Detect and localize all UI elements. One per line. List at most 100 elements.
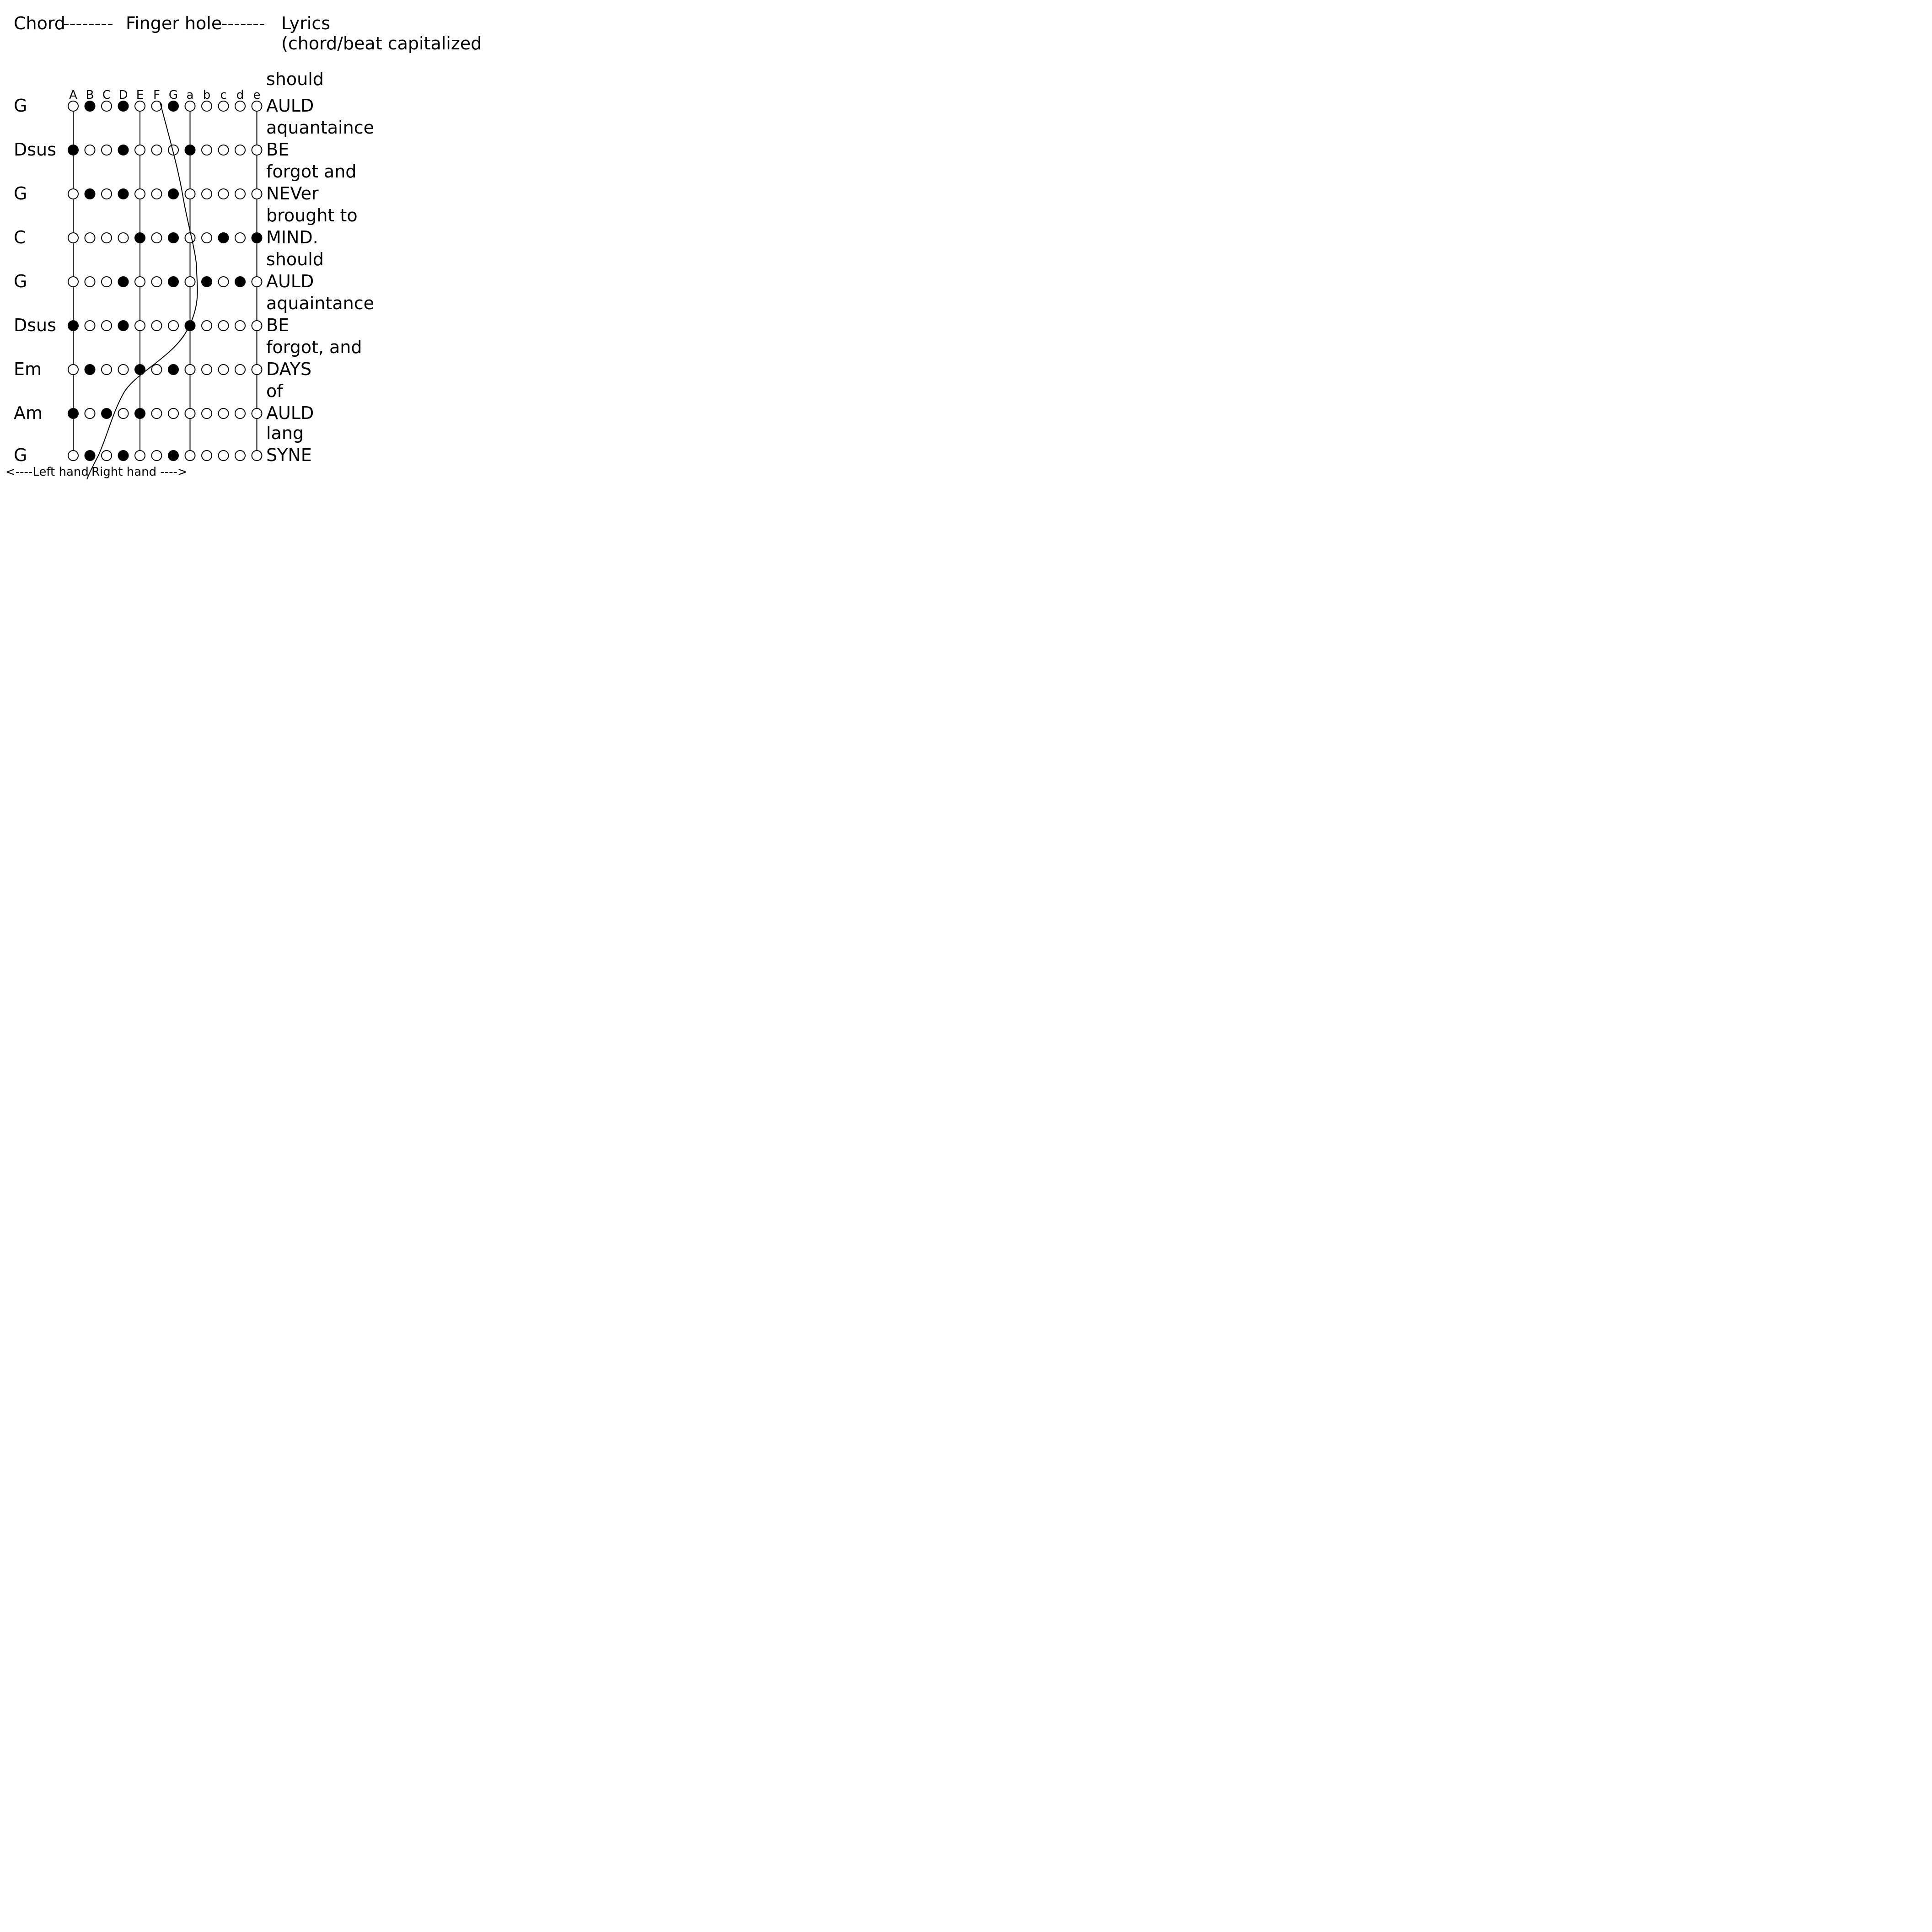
hole-filled-icon bbox=[118, 189, 129, 199]
hole-open-icon bbox=[152, 408, 162, 419]
hole-open-icon bbox=[185, 451, 195, 461]
hole-open-icon bbox=[235, 101, 245, 111]
column-letter: E bbox=[136, 88, 144, 102]
hole-filled-icon bbox=[118, 145, 129, 155]
hole-open-icon bbox=[235, 145, 245, 155]
hole-open-icon bbox=[85, 277, 95, 287]
hole-open-icon bbox=[235, 365, 245, 375]
hole-filled-icon bbox=[85, 101, 95, 111]
hole-open-icon bbox=[235, 321, 245, 331]
hole-open-icon bbox=[68, 365, 78, 375]
column-letter: b bbox=[203, 88, 211, 102]
header-lyrics-label-1: Lyrics bbox=[281, 13, 330, 33]
hole-open-icon bbox=[102, 101, 112, 111]
hole-filled-icon bbox=[168, 101, 178, 111]
hole-filled-icon bbox=[202, 277, 212, 287]
chord-label: C bbox=[14, 227, 26, 247]
hole-filled-icon bbox=[68, 145, 78, 155]
hole-open-icon bbox=[252, 451, 262, 461]
column-letter: D bbox=[118, 88, 128, 102]
hole-open-icon bbox=[152, 145, 162, 155]
hole-open-icon bbox=[135, 277, 145, 287]
hole-open-icon bbox=[235, 189, 245, 199]
hole-open-icon bbox=[68, 451, 78, 461]
lyric-main: AULD bbox=[266, 96, 314, 116]
hole-open-icon bbox=[85, 233, 95, 243]
hole-open-icon bbox=[135, 189, 145, 199]
hole-filled-icon bbox=[85, 365, 95, 375]
hole-open-icon bbox=[252, 277, 262, 287]
hole-filled-icon bbox=[168, 233, 178, 243]
header-lyrics-label-2: (chord/beat capitalized) bbox=[281, 33, 483, 54]
hole-open-icon bbox=[219, 451, 229, 461]
hole-open-icon bbox=[185, 101, 195, 111]
lyric-pre: brought to bbox=[266, 205, 358, 225]
lyric-pre: of bbox=[266, 381, 284, 401]
hole-filled-icon bbox=[85, 451, 95, 461]
hole-open-icon bbox=[118, 408, 129, 419]
hole-open-icon bbox=[85, 145, 95, 155]
hole-open-icon bbox=[219, 365, 229, 375]
header-fingerhole-label: Finger hole bbox=[126, 13, 222, 33]
hole-open-icon bbox=[152, 277, 162, 287]
hole-filled-icon bbox=[252, 233, 262, 243]
column-letter: c bbox=[220, 88, 226, 102]
hole-open-icon bbox=[68, 233, 78, 243]
hole-open-icon bbox=[68, 189, 78, 199]
lyric-main: MIND. bbox=[266, 227, 318, 247]
hole-filled-icon bbox=[118, 321, 129, 331]
hole-open-icon bbox=[118, 365, 129, 375]
hole-filled-icon bbox=[68, 321, 78, 331]
lyric-pre: forgot and bbox=[266, 161, 356, 182]
hole-open-icon bbox=[152, 233, 162, 243]
hole-open-icon bbox=[219, 101, 229, 111]
hole-filled-icon bbox=[118, 101, 129, 111]
hole-open-icon bbox=[85, 321, 95, 331]
hole-open-icon bbox=[152, 365, 162, 375]
hole-open-icon bbox=[219, 408, 229, 419]
hole-filled-icon bbox=[68, 408, 78, 419]
chord-label: Em bbox=[14, 359, 42, 379]
hole-open-icon bbox=[102, 189, 112, 199]
hole-open-icon bbox=[252, 101, 262, 111]
hole-open-icon bbox=[118, 233, 129, 243]
column-letter: B bbox=[86, 88, 94, 102]
hole-open-icon bbox=[235, 451, 245, 461]
hole-open-icon bbox=[185, 365, 195, 375]
hole-open-icon bbox=[252, 189, 262, 199]
hole-open-icon bbox=[219, 189, 229, 199]
hole-open-icon bbox=[135, 321, 145, 331]
hole-open-icon bbox=[219, 145, 229, 155]
hole-open-icon bbox=[185, 233, 195, 243]
hole-open-icon bbox=[85, 408, 95, 419]
hole-filled-icon bbox=[168, 365, 178, 375]
hole-open-icon bbox=[168, 408, 178, 419]
lyric-pre: forgot, and bbox=[266, 337, 362, 357]
header-chord-label: Chord bbox=[14, 13, 65, 33]
hole-filled-icon bbox=[185, 145, 195, 155]
chord-label: G bbox=[14, 96, 27, 116]
hole-open-icon bbox=[252, 408, 262, 419]
hole-open-icon bbox=[168, 321, 178, 331]
hole-filled-icon bbox=[219, 233, 229, 243]
hole-filled-icon bbox=[85, 189, 95, 199]
hole-filled-icon bbox=[135, 233, 145, 243]
hole-open-icon bbox=[202, 233, 212, 243]
hole-open-icon bbox=[235, 408, 245, 419]
hole-open-icon bbox=[102, 365, 112, 375]
footer-right: Right hand ----> bbox=[91, 465, 188, 479]
hole-open-icon bbox=[68, 101, 78, 111]
hole-open-icon bbox=[152, 451, 162, 461]
hole-open-icon bbox=[102, 233, 112, 243]
hole-filled-icon bbox=[235, 277, 245, 287]
hole-open-icon bbox=[202, 365, 212, 375]
footer-left: <----Left hand bbox=[5, 465, 89, 479]
chord-label: Am bbox=[14, 403, 43, 423]
lyric-main: DAYS bbox=[266, 359, 311, 379]
column-letter: e bbox=[253, 88, 261, 102]
chord-label: Dsus bbox=[14, 140, 56, 160]
header-dash-right: -------- bbox=[215, 13, 265, 33]
lyric-main: NEVer bbox=[266, 183, 319, 204]
hole-open-icon bbox=[152, 189, 162, 199]
column-letter: A bbox=[69, 88, 77, 102]
